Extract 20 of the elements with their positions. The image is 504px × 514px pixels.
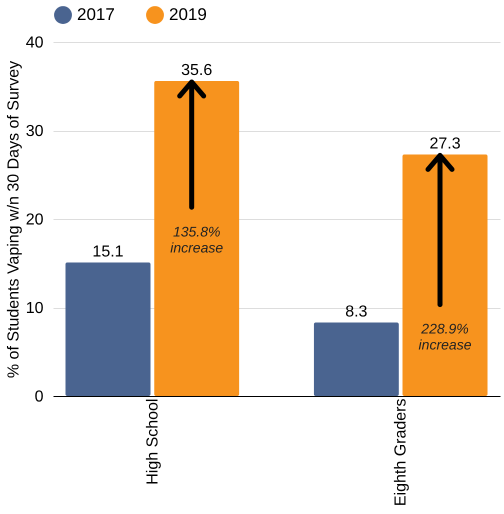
bar (65, 262, 151, 396)
bar (154, 80, 240, 396)
y-axis-title: % of Students Vaping w/n 30 Days of Survey (6, 60, 23, 378)
y-tick-label: 40 (26, 34, 44, 52)
y-tick-label: 10 (26, 300, 44, 317)
x-tick-label: High School (144, 398, 162, 485)
data-label: 8.3 (345, 304, 368, 321)
bar (314, 322, 399, 396)
y-tick-label: 20 (26, 212, 44, 228)
data-label: 27.3 (429, 135, 461, 152)
legend-label: 2019 (169, 5, 207, 24)
data-label: 35.6 (181, 62, 212, 79)
x-tick-label: Eighth Graders (392, 398, 410, 506)
annotation: 135.8% increase (170, 223, 224, 256)
legend-label: 2017 (77, 5, 115, 24)
data-label: 15.1 (92, 243, 124, 260)
bar (402, 154, 488, 396)
annotation: 228.9% increase (418, 320, 472, 353)
y-tick-label: 30 (26, 123, 44, 140)
y-tick-label: 0 (34, 388, 44, 406)
